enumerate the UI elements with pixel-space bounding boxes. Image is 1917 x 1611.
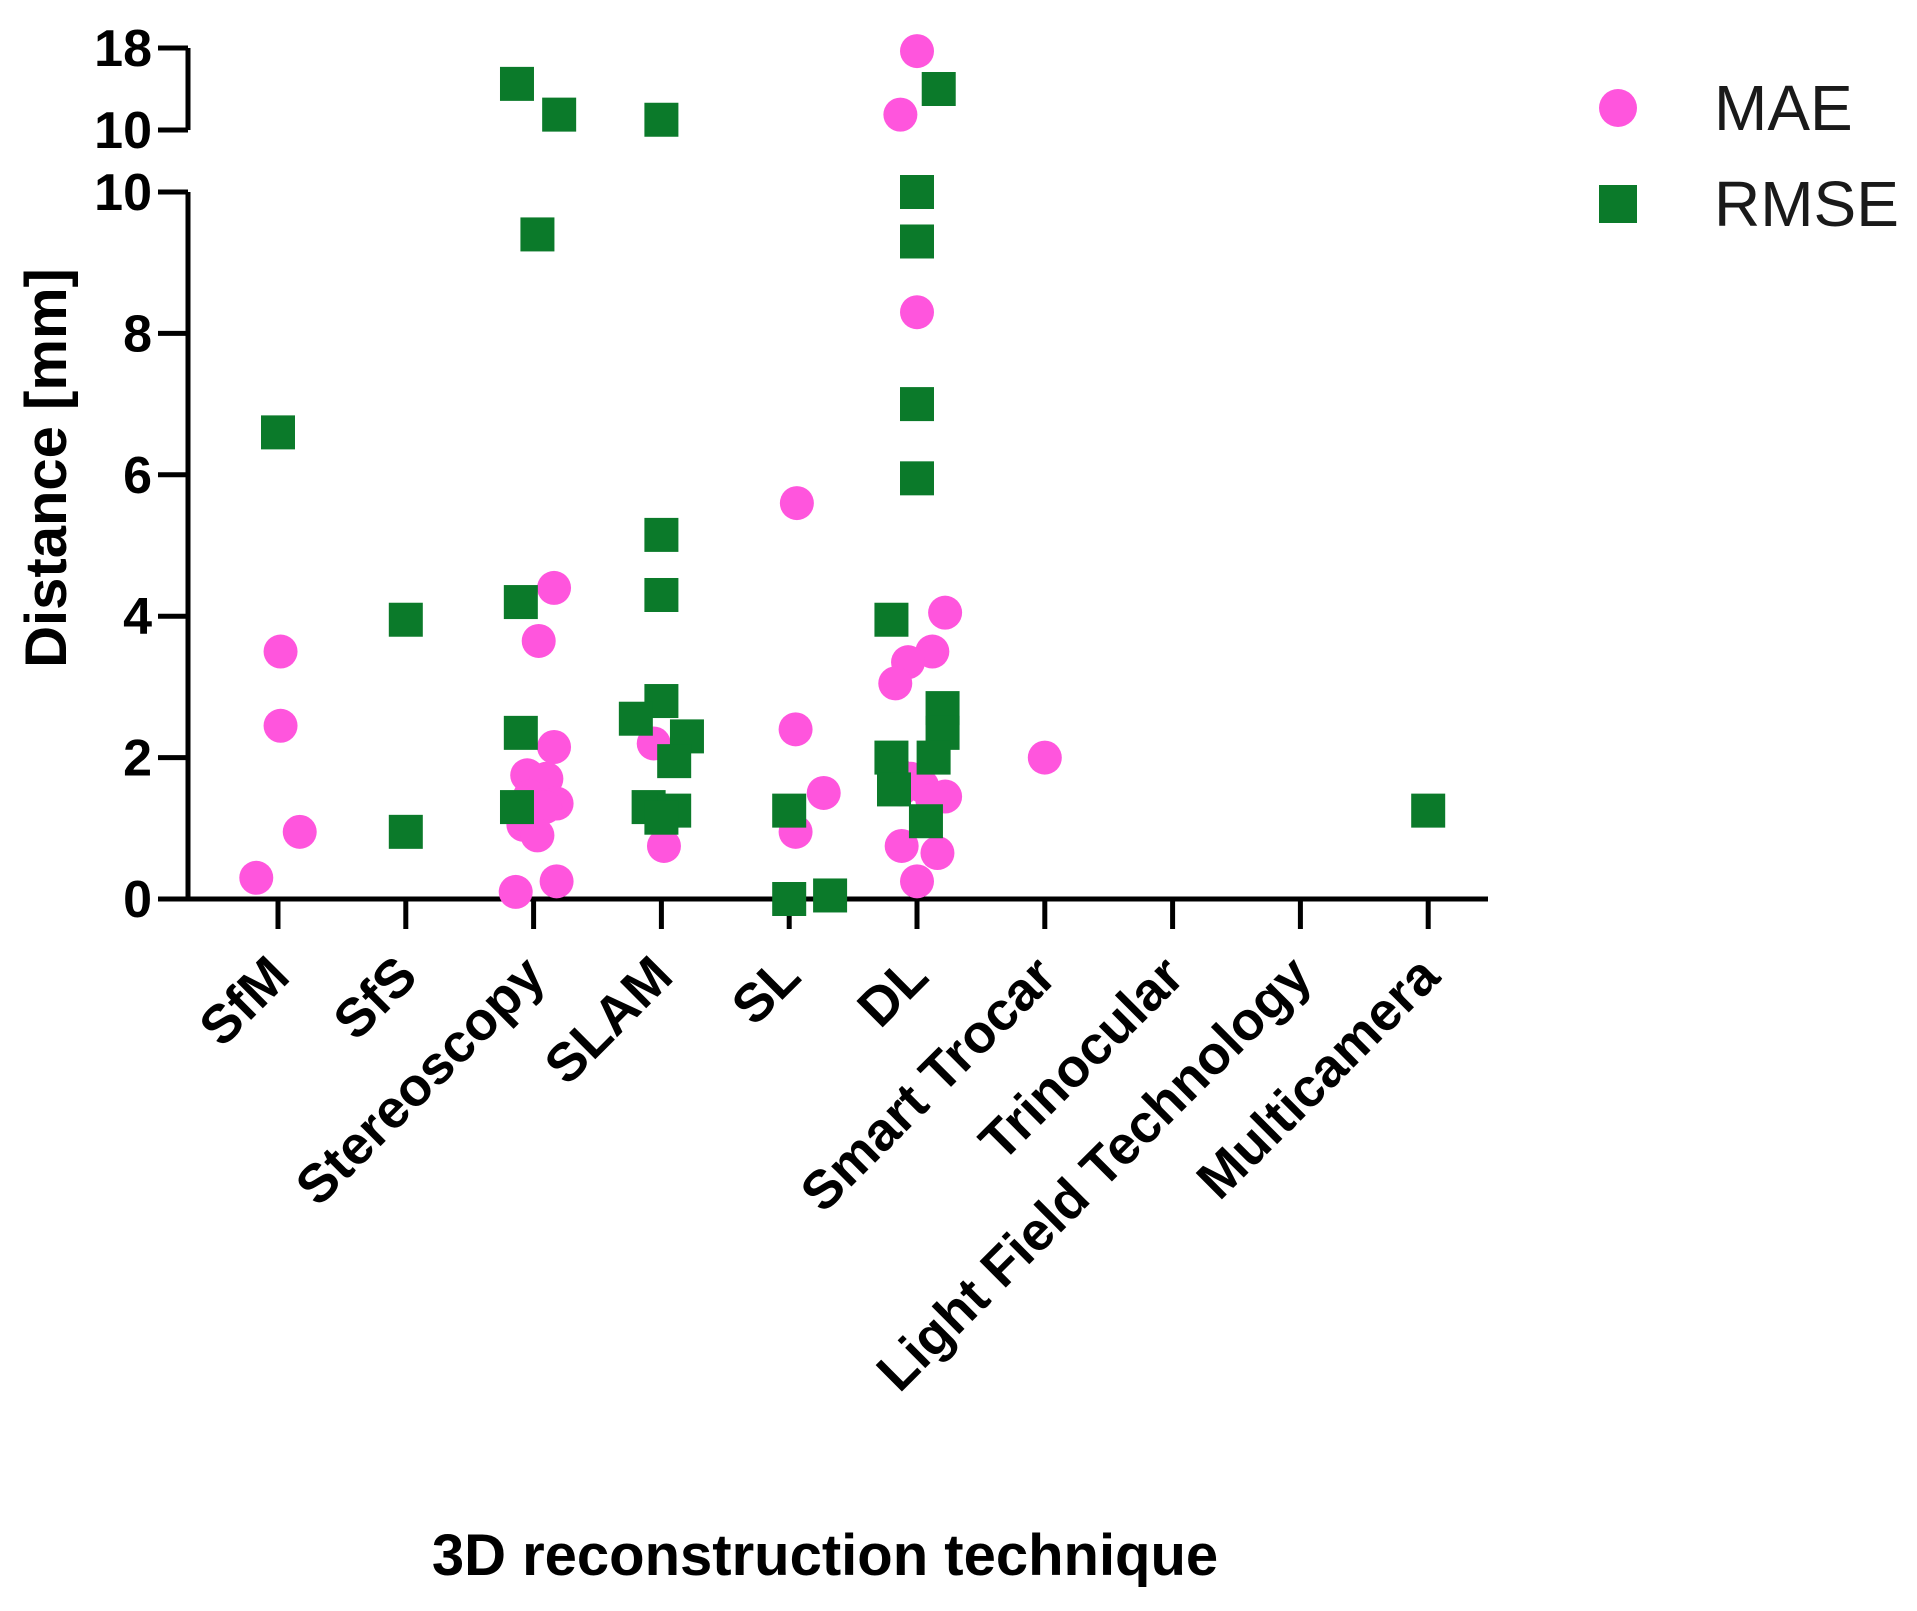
mae-point: [900, 295, 934, 330]
y-tick-label: 2: [123, 730, 152, 788]
mae-point: [537, 729, 572, 764]
y-tick-label: 4: [123, 588, 152, 646]
x-axis-title: 3D reconstruction technique: [432, 1523, 1218, 1588]
rmse-point: [388, 814, 423, 849]
rmse-point: [1411, 793, 1446, 828]
rmse-point: [874, 602, 909, 637]
mae-point: [878, 666, 913, 701]
rmse-point: [618, 701, 653, 736]
rmse-point: [876, 772, 911, 807]
rmse-point: [520, 217, 555, 252]
mae-point: [646, 828, 681, 863]
rmse-point: [908, 804, 943, 839]
rmse-point: [499, 66, 534, 101]
legend: MAE RMSE: [1599, 72, 1899, 240]
rmse-point: [503, 585, 538, 620]
rmse-point: [900, 387, 934, 422]
x-tick-label: DL: [846, 945, 939, 1038]
x-tick-label: SLAM: [533, 945, 684, 1096]
mae-point: [920, 836, 955, 871]
y-tick-label: 10: [94, 164, 152, 222]
rmse-point: [900, 461, 934, 496]
rmse-point: [644, 577, 679, 612]
mae-point: [263, 634, 298, 669]
rmse-point: [644, 102, 679, 137]
rmse-point: [503, 715, 538, 750]
rmse-point: [644, 517, 679, 552]
mae-point: [521, 623, 556, 658]
y-tick-label: 0: [123, 871, 152, 929]
mae-point: [900, 864, 934, 899]
x-tick-label: SfS: [322, 945, 428, 1051]
mae-point: [282, 814, 317, 849]
mae-point: [520, 818, 555, 853]
rmse-point: [542, 97, 577, 132]
mae-point: [1027, 740, 1062, 775]
x-tick-label: SL: [720, 945, 811, 1036]
mae-point: [900, 34, 934, 69]
y-tick-label: 8: [123, 305, 152, 363]
rmse-point: [813, 878, 848, 913]
y-axis-title: Distance [mm]: [14, 268, 79, 668]
mae-point: [778, 712, 813, 747]
legend-label: MAE: [1714, 72, 1853, 144]
rmse-point: [900, 224, 934, 259]
mae-point: [779, 486, 814, 521]
mae-point: [537, 570, 572, 605]
mae-point: [239, 860, 274, 895]
x-tick-label: SfM: [188, 945, 300, 1057]
rmse-point: [657, 744, 692, 779]
legend-rmse-marker: [1599, 185, 1637, 223]
y-tick-label: 18: [94, 20, 152, 78]
axes: [185, 48, 1488, 902]
rmse-point: [388, 602, 423, 637]
rmse-point: [772, 882, 807, 916]
mae-point: [263, 708, 298, 743]
rmse-point: [261, 415, 295, 450]
rmse-point: [874, 740, 909, 775]
mae-point: [883, 97, 918, 132]
rmse-point: [499, 790, 534, 825]
rmse-point: [772, 793, 807, 828]
rmse-point: [900, 175, 934, 209]
y-tick-label: 6: [123, 447, 152, 505]
legend-label: RMSE: [1714, 168, 1899, 240]
y-tick-label: 10: [94, 102, 152, 160]
mae-point: [806, 775, 841, 810]
mae-point: [539, 864, 574, 899]
rmse-point: [921, 72, 956, 106]
mae-point: [498, 874, 533, 909]
mae-point: [928, 595, 963, 630]
rmse-point: [916, 740, 951, 775]
rmse-point: [644, 800, 679, 835]
data-points: [239, 34, 1446, 916]
legend-mae-marker: [1599, 89, 1637, 127]
